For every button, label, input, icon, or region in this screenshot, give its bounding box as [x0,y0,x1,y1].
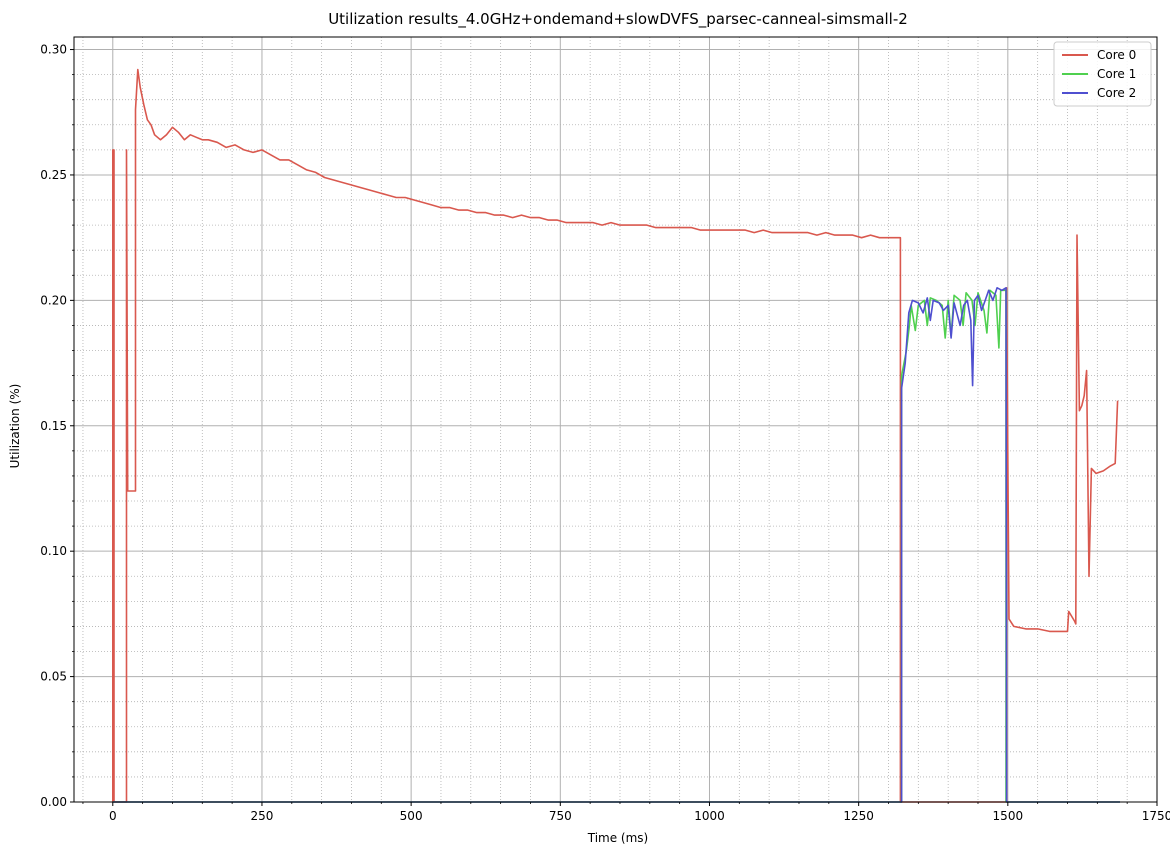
x-tick-label: 0 [109,809,117,823]
legend-label: Core 1 [1097,67,1136,81]
series-line-core-0 [112,68,1119,803]
legend-label: Core 2 [1097,86,1136,100]
x-tick-label: 500 [400,809,423,823]
x-tick-label: 1000 [694,809,725,823]
series-layer [112,68,1120,803]
y-axis-label: Utilization (%) [8,384,22,469]
x-axis-label: Time (ms) [587,831,649,845]
minor-grid [74,37,1157,802]
x-tick-label: 1750 [1142,809,1170,823]
y-tick-label: 0.15 [40,419,67,433]
series-line-core-2 [112,286,1120,803]
y-tick-label: 0.00 [40,795,67,809]
x-tick-label: 1250 [843,809,874,823]
series-line-core-1 [112,289,1120,803]
legend-label: Core 0 [1097,48,1136,62]
y-tick-label: 0.05 [40,670,67,684]
major-grid [74,37,1158,803]
legend: Core 0 Core 1 Core 2 [1053,41,1152,107]
y-tick-label: 0.30 [40,43,67,57]
y-axis-ticks: 0.00 0.05 0.10 0.15 0.20 0.25 0.30 [40,43,74,809]
x-tick-label: 250 [251,809,274,823]
x-tick-label: 1500 [993,809,1024,823]
y-tick-label: 0.10 [40,544,67,558]
x-tick-label: 750 [549,809,572,823]
x-axis-ticks: 0 250 500 750 1000 1250 1500 1750 [82,802,1170,823]
y-tick-label: 0.20 [40,293,67,307]
chart-title: Utilization results_4.0GHz+ondemand+slow… [328,10,908,29]
y-tick-label: 0.25 [40,168,67,182]
legend-box [1053,41,1152,107]
plot-frame [73,36,1158,803]
